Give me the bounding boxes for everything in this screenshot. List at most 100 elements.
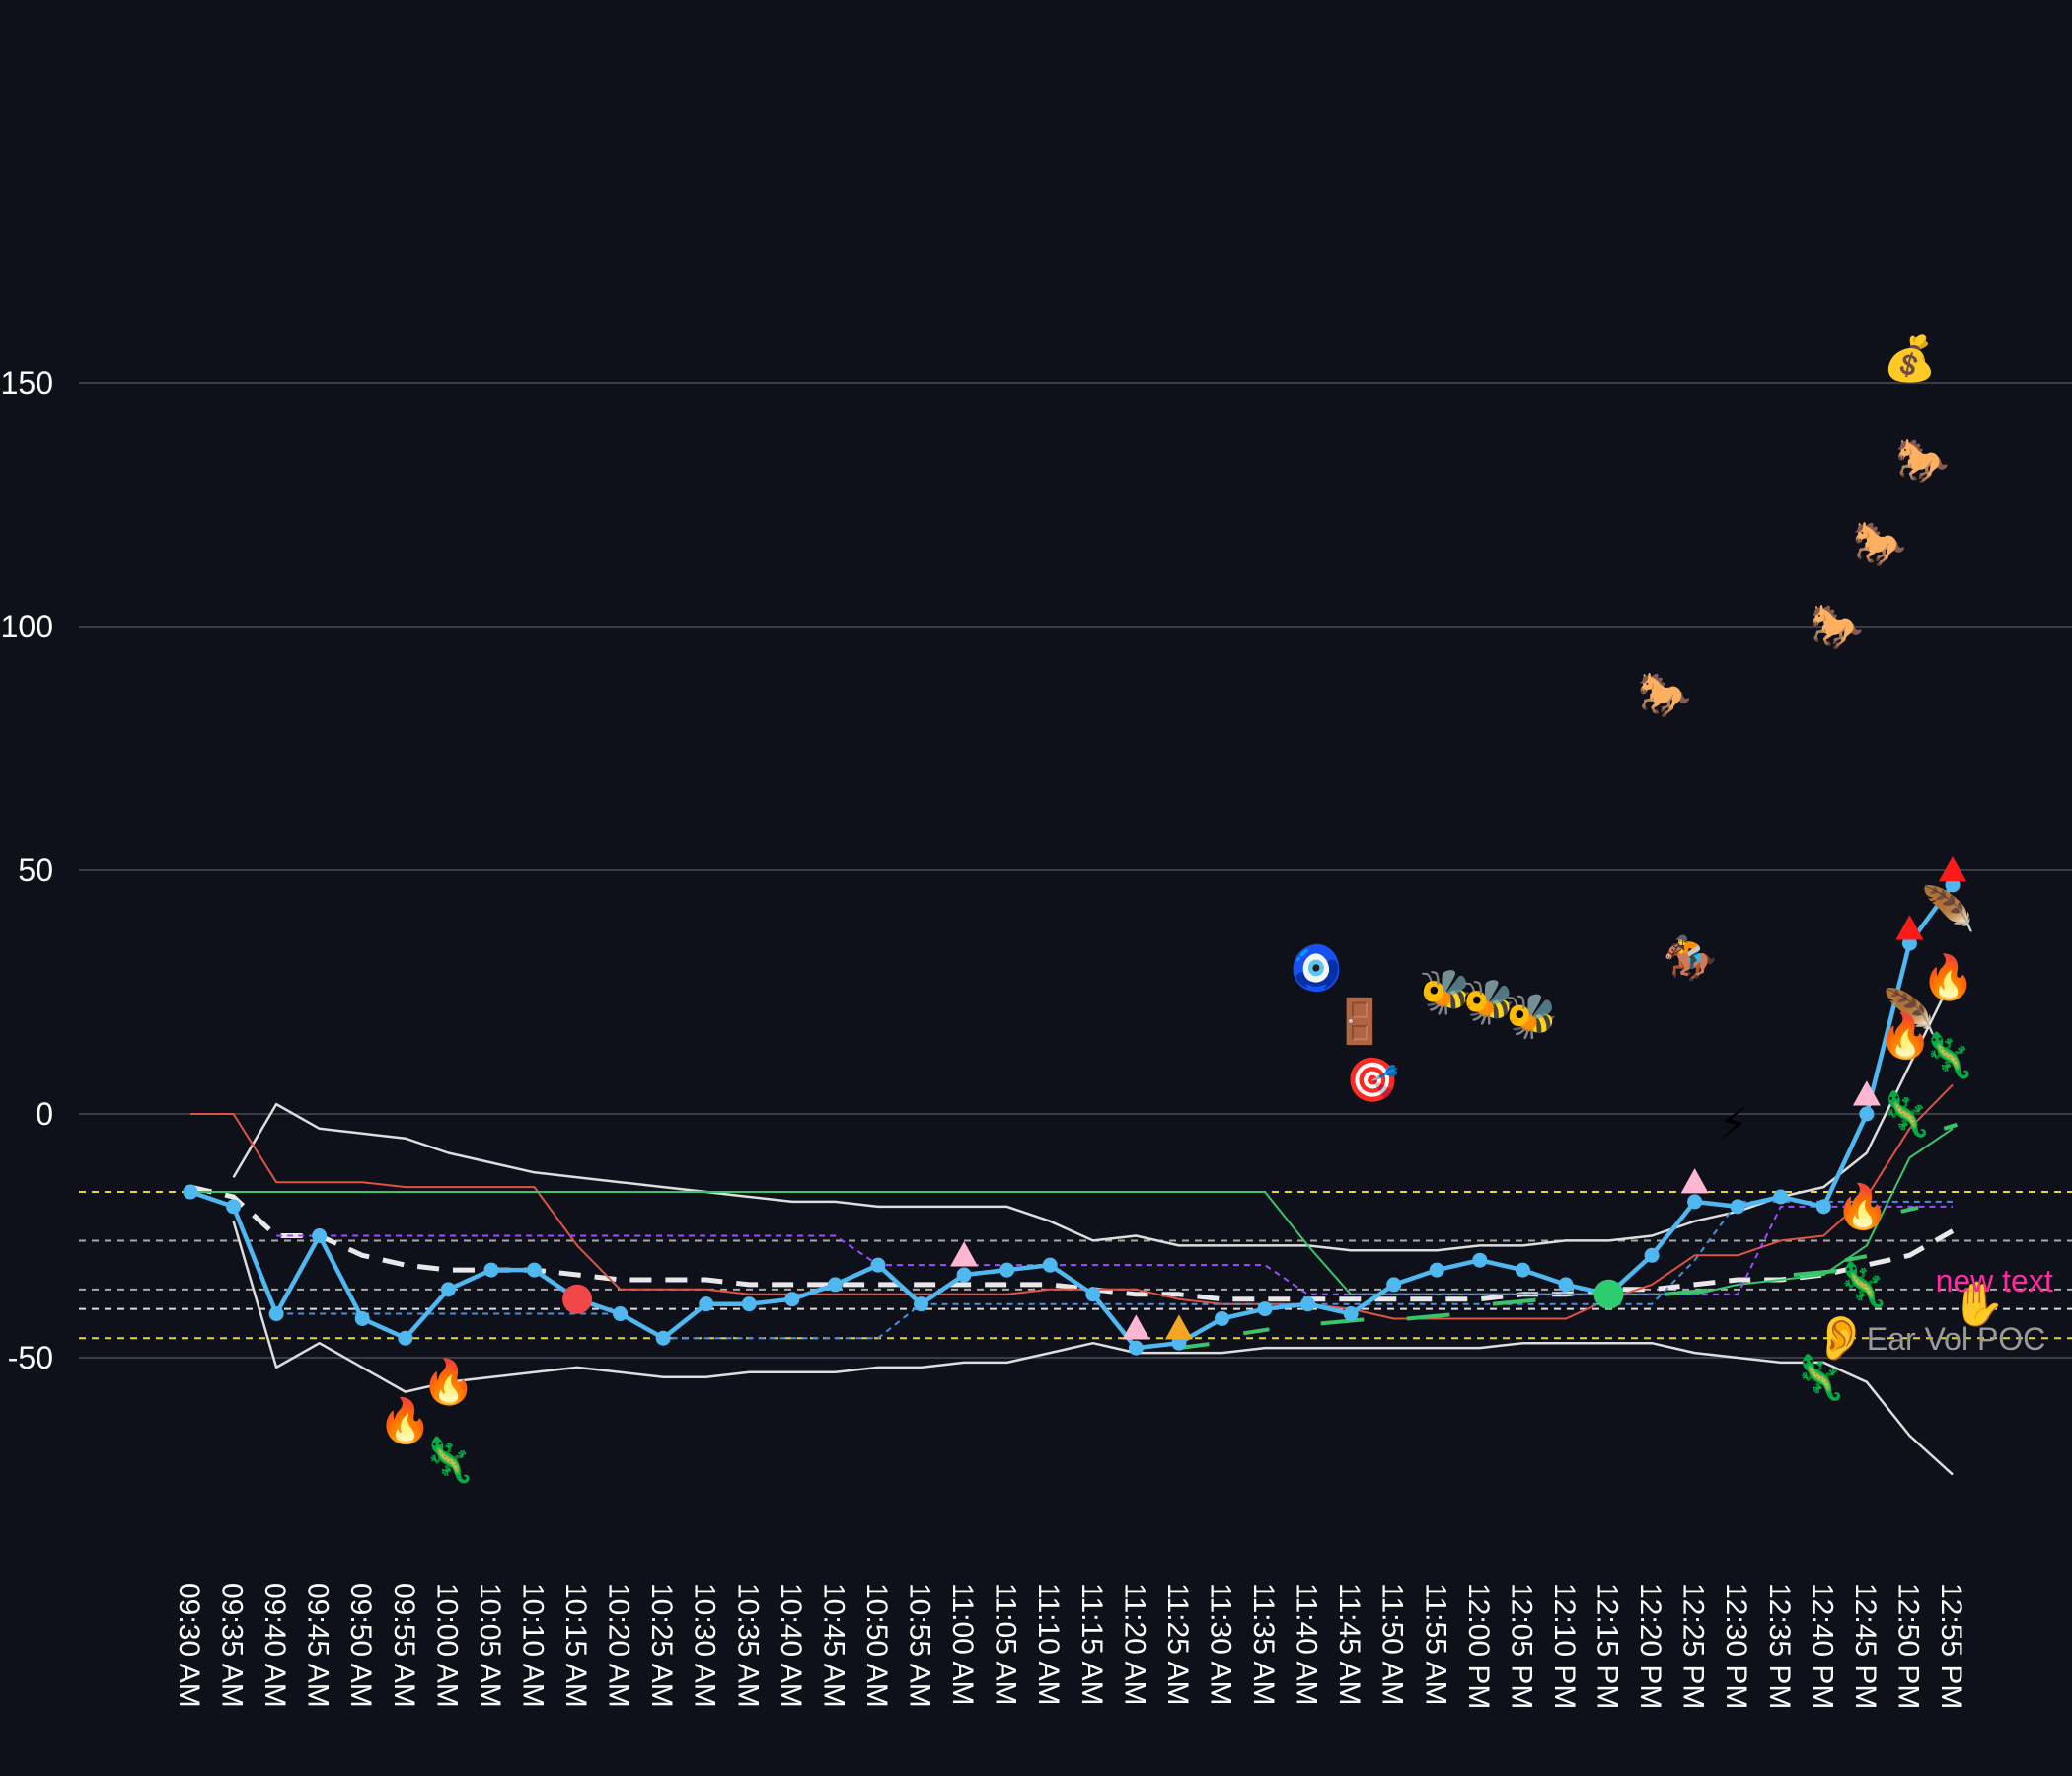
data-point xyxy=(655,1330,671,1346)
data-point xyxy=(741,1296,757,1312)
data-point xyxy=(1558,1277,1574,1293)
x-tick-label: 09:50 AM xyxy=(344,1583,377,1708)
data-point xyxy=(784,1292,800,1307)
x-tick-label: 12:30 PM xyxy=(1720,1583,1752,1709)
data-point xyxy=(483,1262,499,1278)
segment-line xyxy=(1900,1205,1919,1214)
data-point xyxy=(1687,1194,1703,1210)
x-tick-label: 09:30 AM xyxy=(173,1583,205,1708)
data-point xyxy=(914,1296,929,1312)
x-tick-label: 12:45 PM xyxy=(1849,1583,1882,1709)
data-point xyxy=(526,1262,542,1278)
segment-line xyxy=(1320,1317,1365,1326)
data-point xyxy=(183,1184,198,1200)
x-tick-label: 11:10 AM xyxy=(1032,1583,1065,1706)
door-icon: 🚪 xyxy=(1332,997,1386,1047)
x-tick-label: 12:00 PM xyxy=(1462,1583,1495,1709)
x-tick-label: 11:45 AM xyxy=(1333,1583,1366,1706)
markers xyxy=(562,856,1966,1340)
x-tick-label: 11:35 AM xyxy=(1247,1583,1280,1706)
data-point xyxy=(1644,1247,1660,1263)
x-tick-label: 10:50 AM xyxy=(860,1583,893,1708)
fire-icon: 🔥 xyxy=(421,1358,476,1408)
triangle-marker xyxy=(1164,1314,1193,1340)
main-series-line xyxy=(189,883,1955,1351)
x-tick-label: 11:25 AM xyxy=(1161,1583,1194,1706)
lizard-icon: 🦎 xyxy=(421,1436,476,1486)
triangle-marker xyxy=(1122,1314,1150,1340)
x-tick-label: 11:40 AM xyxy=(1291,1583,1323,1706)
x-tick-label: 09:55 AM xyxy=(388,1583,420,1708)
data-point xyxy=(1300,1296,1316,1312)
data-point xyxy=(956,1267,972,1283)
lightning-icon: ⚡ xyxy=(1718,1099,1748,1149)
data-point xyxy=(1730,1199,1745,1215)
y-tick-label: 150 xyxy=(1,365,53,401)
triangle-marker xyxy=(1895,915,1924,940)
feather-icon: 🪶 xyxy=(1883,985,1937,1037)
data-point xyxy=(1386,1277,1402,1293)
data-point xyxy=(1343,1306,1359,1322)
x-tick-label: 10:40 AM xyxy=(775,1583,807,1708)
lizard-icon: 🦎 xyxy=(1921,1031,1975,1081)
feather-icon: 🪶 xyxy=(1921,883,1975,935)
data-point xyxy=(1214,1310,1229,1326)
lizard-icon: 🦎 xyxy=(1879,1089,1933,1140)
data-point xyxy=(870,1257,886,1273)
x-tick-label: 10:30 AM xyxy=(689,1583,721,1708)
segment-line xyxy=(1844,1254,1868,1263)
x-tick-label: 09:45 AM xyxy=(302,1583,334,1708)
text-annotation: new text xyxy=(1936,1263,2053,1298)
segment-line xyxy=(1492,1297,1536,1306)
x-tick-label: 10:10 AM xyxy=(516,1583,549,1708)
fire-icon: 🔥 xyxy=(1921,953,1975,1003)
horse-icon: 🐎 xyxy=(1638,670,1692,720)
x-tick-label: 11:00 AM xyxy=(946,1583,979,1706)
x-tick-label: 12:35 PM xyxy=(1763,1583,1796,1709)
segment-line xyxy=(1242,1327,1270,1336)
data-point xyxy=(1085,1287,1101,1302)
x-tick-label: 11:30 AM xyxy=(1204,1583,1236,1706)
x-axis-ticks: 09:30 AM 09:35 AM 09:40 AM 09:45 AM 09:50 AM… xyxy=(173,1583,1967,1709)
y-tick-label: 0 xyxy=(36,1096,53,1132)
data-point xyxy=(226,1199,242,1215)
lizard-icon: 🦎 xyxy=(1793,1353,1847,1403)
series-line-thin xyxy=(190,1083,1954,1320)
series-line-lower-band xyxy=(232,1221,1954,1476)
horse-racing-icon: 🏇 xyxy=(1664,933,1718,984)
segment-line xyxy=(1793,1269,1837,1278)
series-line-thick-dashed xyxy=(189,1184,1955,1302)
series-line-dashed xyxy=(276,1200,1953,1340)
horizontal-levels xyxy=(79,1191,2072,1340)
data-point xyxy=(268,1306,284,1322)
x-tick-label: 12:50 PM xyxy=(1891,1583,1924,1709)
data-point xyxy=(1472,1252,1488,1268)
data-point xyxy=(1859,1106,1875,1122)
x-tick-label: 11:15 AM xyxy=(1075,1583,1108,1706)
triangle-marker xyxy=(1852,1080,1881,1106)
x-tick-label: 11:05 AM xyxy=(990,1583,1022,1706)
x-tick-label: 10:00 AM xyxy=(430,1583,463,1708)
segment-line xyxy=(1943,1122,1958,1131)
ear-icon: 👂 xyxy=(1813,1313,1868,1364)
data-point xyxy=(440,1282,456,1297)
data-point xyxy=(827,1277,843,1293)
fire-icon: 🔥 xyxy=(1835,1182,1889,1232)
horse-icon: 🐎 xyxy=(1810,602,1864,652)
data-point xyxy=(699,1296,714,1312)
lizard-icon: 🦎 xyxy=(1835,1260,1889,1310)
triangle-marker xyxy=(950,1241,979,1267)
y-tick-label: -50 xyxy=(8,1340,53,1375)
data-point xyxy=(1042,1257,1058,1273)
x-tick-label: 12:25 PM xyxy=(1677,1583,1710,1709)
x-tick-label: 10:45 AM xyxy=(817,1583,850,1708)
x-tick-label: 10:55 AM xyxy=(904,1583,936,1708)
data-point xyxy=(1429,1262,1444,1278)
hand-icon: ✋ xyxy=(1952,1280,2006,1330)
x-tick-label: 09:35 AM xyxy=(216,1583,249,1708)
text-annotation: Ear Vol POC xyxy=(1867,1321,2045,1357)
bee-icon: 🐝 xyxy=(1419,968,1473,1018)
